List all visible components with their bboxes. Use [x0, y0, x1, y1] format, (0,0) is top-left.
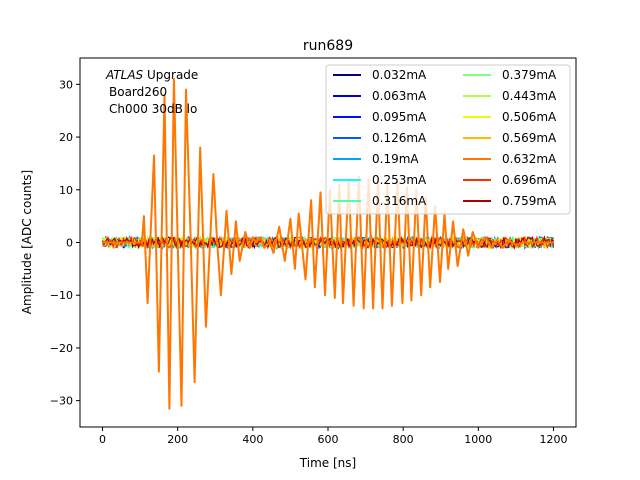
x-tick-label-4: 800: [393, 433, 414, 446]
legend-box: [325, 64, 571, 215]
chart-title: run689: [303, 38, 353, 54]
annotation-upgrade: Upgrade: [143, 68, 198, 82]
annotation-line-2: Board260: [109, 85, 167, 99]
legend-item: 0.063mA: [333, 89, 427, 103]
y-tick-label-6: 30: [59, 78, 73, 91]
legend-item: 0.569mA: [463, 131, 557, 145]
legend-label: 0.443mA: [502, 89, 557, 103]
y-tick-label-3: 0: [66, 237, 73, 250]
legend-label: 0.032mA: [372, 68, 427, 82]
legend-label: 0.126mA: [372, 131, 427, 145]
y-tick-label-5: 20: [59, 131, 73, 144]
x-tick-label-3: 600: [318, 433, 339, 446]
y-tick-label-2: −10: [50, 289, 73, 302]
y-axis-label: Amplitude [ADC counts]: [20, 170, 34, 314]
x-tick-label-6: 1200: [539, 433, 567, 446]
x-tick-label-2: 400: [242, 433, 263, 446]
legend-item: 0.379mA: [463, 68, 557, 82]
legend: 0.032mA 0.063mA 0.095mA 0.126mA 0.19mA 0.253m…: [325, 64, 571, 215]
legend-item: 0.443mA: [463, 89, 557, 103]
x-axis-label: Time [ns]: [299, 456, 356, 470]
legend-item: 0.316mA: [333, 194, 427, 208]
legend-item: 0.095mA: [333, 110, 427, 124]
legend-item: 0.506mA: [463, 110, 557, 124]
legend-label: 0.095mA: [372, 110, 427, 124]
plot-frame: [79, 57, 577, 428]
legend-item: 0.759mA: [463, 194, 557, 208]
atlas-annotation: ATLAS Upgrade Board260 Ch000 30dB lo: [105, 68, 198, 116]
x-tick-label-0: 0: [99, 433, 106, 446]
legend-label: 0.19mA: [372, 152, 419, 166]
annotation-atlas: ATLAS: [105, 68, 144, 82]
legend-item: 0.632mA: [463, 152, 557, 166]
x-tick-label-5: 1000: [464, 433, 492, 446]
x-tick-label-1: 200: [167, 433, 188, 446]
annotation-line-3: Ch000 30dB lo: [109, 102, 197, 116]
legend-item: 0.19mA: [333, 152, 419, 166]
y-tick-label-1: −20: [50, 342, 73, 355]
legend-label: 0.316mA: [372, 194, 427, 208]
legend-label: 0.506mA: [502, 110, 557, 124]
annotation-line-1: ATLAS Upgrade: [105, 68, 198, 82]
axis-ticks: 0 200 400 600 800 1000 1200 −30 −20 −10 0 10 20 30: [50, 78, 568, 446]
legend-item: 0.253mA: [333, 173, 427, 187]
legend-item: 0.126mA: [333, 131, 427, 145]
legend-label: 0.632mA: [502, 152, 557, 166]
legend-label: 0.696mA: [502, 173, 557, 187]
legend-label: 0.759mA: [502, 194, 557, 208]
legend-label: 0.379mA: [502, 68, 557, 82]
y-tick-label-0: −30: [50, 395, 73, 408]
legend-label: 0.569mA: [502, 131, 557, 145]
legend-label: 0.063mA: [372, 89, 427, 103]
legend-item: 0.032mA: [333, 68, 427, 82]
legend-item: 0.696mA: [463, 173, 557, 187]
y-tick-label-4: 10: [59, 184, 73, 197]
legend-label: 0.253mA: [372, 173, 427, 187]
